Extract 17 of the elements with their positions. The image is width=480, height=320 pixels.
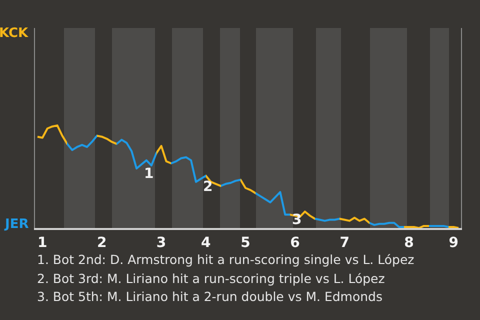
x-tick-label: 8	[404, 234, 414, 251]
x-tick-label: 6	[290, 234, 300, 251]
x-tick-label: 9	[448, 234, 458, 251]
x-tick-label: 5	[240, 234, 250, 251]
x-tick-label: 1	[38, 234, 48, 251]
text: 2. Bot 3rd: M. Liriano hit a run-scoring triple vs L. López	[37, 271, 386, 286]
text: KCK	[0, 26, 30, 41]
x-tick-label: 7	[340, 234, 350, 251]
text: 3. Bot 5th: M. Liriano hit a 2-run double vs M. Edmonds	[37, 289, 382, 304]
annotation: 3	[292, 212, 302, 228]
text: JER	[4, 217, 29, 232]
annotation: 1	[144, 166, 154, 182]
annotation: 2	[203, 179, 213, 195]
x-tick-label: 3	[156, 234, 166, 251]
text: 1. Bot 2nd: D. Armstrong hit a run-scoring single vs L. López	[37, 252, 415, 267]
x-tick-label: 4	[201, 234, 212, 251]
x-tick-label: 2	[96, 234, 107, 251]
